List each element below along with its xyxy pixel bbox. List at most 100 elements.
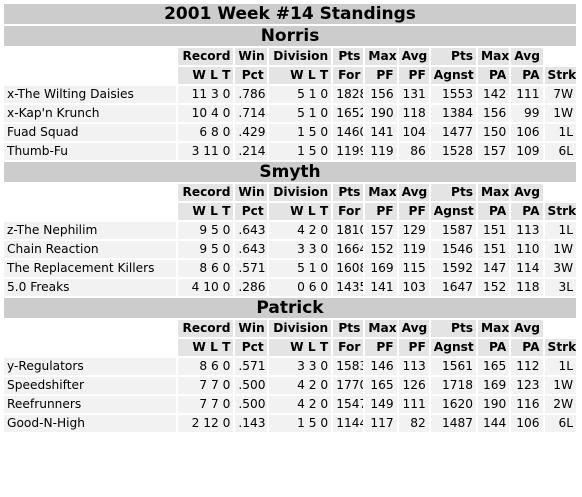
cell-avgpf: 111 [398,396,429,413]
cell-avgpa: 114 [511,260,543,277]
cell-avgpa: 116 [511,396,543,413]
cell-div: 1 5 0 [268,124,332,141]
cell-pf: 1828 [333,86,364,103]
cell-maxpf: 156 [365,86,397,103]
column-header: Strk [544,203,576,220]
header-row-top: Record Win Division Pts Max Avg Pts Max Avg [4,184,576,201]
cell-pa: 1592 [430,260,477,277]
column-header: W L T [268,339,332,356]
column-header: Agnst [430,203,477,220]
cell-maxpa: 165 [478,358,510,375]
cell-pf: 1810 [333,222,364,239]
column-header: Strk [544,339,576,356]
cell-avgpa: 99 [511,105,543,122]
cell-wlt: 2 12 0 [178,415,234,432]
table-row: y-Regulators 8 6 0.571 3 3 0 1583 146 113 1561… [4,358,576,375]
cell-maxpf: 119 [365,143,397,160]
cell-strk: 6L [544,415,576,432]
header-row-bottom: W L T Pct W L T For PF PF Agnst PA PA Strk [4,203,576,220]
column-header: Pct [235,339,267,356]
table-row: Fuad Squad 6 8 0.429 1 5 0 1460 141 104 1477 15… [4,124,576,141]
column-header: Win [235,48,267,65]
cell-maxpa: 147 [478,260,510,277]
cell-wlt: 11 3 0 [178,86,234,103]
cell-pa: 1487 [430,415,477,432]
cell-pf: 1144 [333,415,364,432]
cell-pct: .571 [235,358,267,375]
cell-wlt: 4 10 0 [178,279,234,296]
cell-strk: 6L [544,143,576,160]
cell-pf: 1199 [333,143,364,160]
cell-wlt: 3 11 0 [178,143,234,160]
column-header: Division [268,48,332,65]
cell-pct: .786 [235,86,267,103]
cell-wlt: 10 4 0 [178,105,234,122]
cell-div: 5 1 0 [268,105,332,122]
column-header: PA [511,67,543,84]
team-name: x-The Wilting Daisies [4,86,177,103]
header-row-bottom: W L T Pct W L T For PF PF Agnst PA PA Strk [4,67,576,84]
column-header: For [333,203,364,220]
header-blank-cell [4,184,177,201]
cell-maxpa: 157 [478,143,510,160]
column-header: Pct [235,67,267,84]
column-header: Pts [333,320,364,337]
cell-pf: 1435 [333,279,364,296]
cell-wlt: 7 7 0 [178,377,234,394]
cell-maxpf: 165 [365,377,397,394]
cell-pf: 1460 [333,124,364,141]
column-header: Avg [398,320,429,337]
column-header: Pts [333,184,364,201]
cell-div: 1 5 0 [268,415,332,432]
team-name: Good-N-High [4,415,177,432]
column-header: Agnst [430,339,477,356]
cell-avgpa: 110 [511,241,543,258]
cell-div: 4 2 0 [268,222,332,239]
cell-strk: 1W [544,377,576,394]
header-blank-cell [4,203,177,220]
cell-pf: 1608 [333,260,364,277]
cell-wlt: 8 6 0 [178,260,234,277]
title-row: 2001 Week #14 Standings [4,4,576,24]
cell-pct: .143 [235,415,267,432]
cell-div: 3 3 0 [268,241,332,258]
column-header: Max [365,320,397,337]
cell-div: 3 3 0 [268,358,332,375]
cell-div: 5 1 0 [268,260,332,277]
column-header: Record [178,184,234,201]
cell-avgpf: 82 [398,415,429,432]
cell-pa: 1553 [430,86,477,103]
cell-maxpa: 169 [478,377,510,394]
column-header: PF [398,67,429,84]
cell-pa: 1477 [430,124,477,141]
division-row: Smyth [4,162,576,182]
column-header: Max [365,184,397,201]
cell-pa: 1718 [430,377,477,394]
cell-avgpa: 123 [511,377,543,394]
standings-container: 2001 Week #14 Standings Norris Record Win D… [4,2,578,434]
cell-strk: 3L [544,279,576,296]
column-header: Max [365,48,397,65]
column-header: PF [365,67,397,84]
cell-avgpa: 112 [511,358,543,375]
cell-avgpf: 86 [398,143,429,160]
column-header: W L T [178,203,234,220]
cell-maxpf: 152 [365,241,397,258]
column-header [544,184,576,201]
column-header: For [333,339,364,356]
cell-avgpa: 111 [511,86,543,103]
cell-pct: .500 [235,377,267,394]
cell-pf: 1583 [333,358,364,375]
column-header: PF [398,339,429,356]
cell-wlt: 7 7 0 [178,396,234,413]
standings-body: 2001 Week #14 Standings Norris Record Win D… [4,4,576,432]
cell-avgpf: 131 [398,86,429,103]
table-row: Chain Reaction 9 5 0.643 3 3 0 1664 152 119 15… [4,241,576,258]
header-row-top: Record Win Division Pts Max Avg Pts Max Avg [4,320,576,337]
cell-avgpf: 104 [398,124,429,141]
cell-maxpa: 152 [478,279,510,296]
cell-avgpf: 113 [398,358,429,375]
column-header: Pts [430,320,477,337]
cell-pf: 1770 [333,377,364,394]
table-row: The Replacement Killers 8 6 0.571 5 1 0 160… [4,260,576,277]
